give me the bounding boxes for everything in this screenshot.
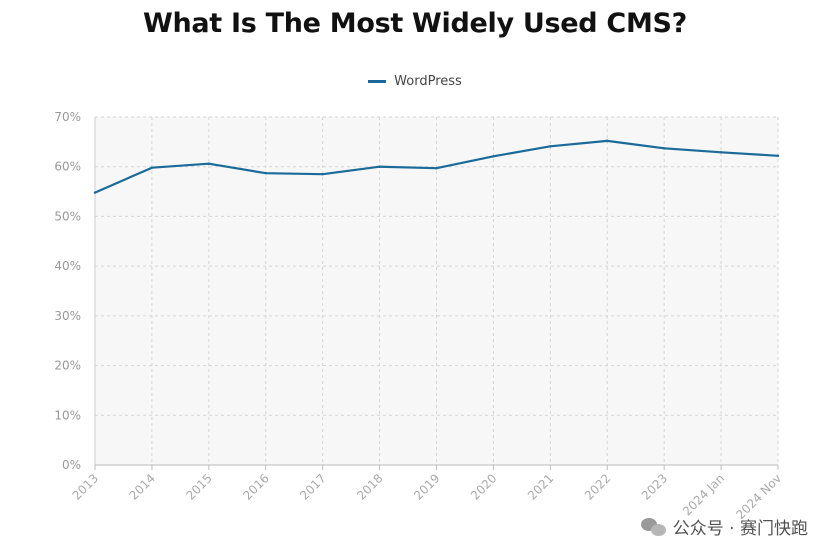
y-tick-label: 50% — [54, 209, 81, 223]
data-point — [93, 191, 97, 194]
data-point — [606, 139, 609, 143]
data-point — [264, 171, 267, 175]
y-tick-label: 20% — [54, 359, 81, 373]
wechat-icon — [640, 516, 667, 538]
watermark-text: 公众号 · 赛门快跑 — [672, 519, 808, 539]
x-tick-label: 2017 — [297, 471, 328, 502]
y-axis-tick-labels: 0% 10% 20% 30% 40% 50% 60% 70% — [54, 110, 81, 472]
x-tick-label: 2022 — [582, 471, 613, 502]
y-tick-label: 0% — [62, 458, 81, 472]
y-tick-label: 30% — [54, 309, 81, 323]
data-point — [719, 151, 723, 154]
data-point — [378, 165, 381, 168]
x-tick-label: 2018 — [354, 471, 385, 502]
data-point — [435, 167, 438, 170]
x-tick-label: 2016 — [240, 471, 271, 502]
data-point — [776, 154, 780, 157]
legend: WordPress — [0, 74, 830, 89]
data-point — [492, 155, 495, 158]
x-tick-label: 2013 — [70, 471, 101, 502]
y-tick-label: 10% — [54, 408, 81, 422]
y-tick-label: 40% — [54, 259, 81, 273]
data-point — [150, 166, 154, 169]
y-tick-label: 60% — [54, 160, 81, 174]
x-tick-label: 2015 — [183, 471, 214, 502]
chart-title: What Is The Most Widely Used CMS? — [142, 8, 688, 39]
x-tick-label: 2014 — [127, 471, 158, 502]
data-point — [207, 162, 211, 165]
watermark: 公众号 · 赛门快跑 — [640, 514, 808, 539]
x-tick-label: 2021 — [525, 471, 556, 502]
x-tick-label: 2020 — [468, 471, 499, 502]
data-point — [662, 147, 666, 150]
data-point — [549, 145, 552, 148]
x-tick-label: 2019 — [411, 471, 442, 502]
x-tick-label: 2024 Jan — [680, 471, 727, 518]
series-group — [93, 139, 780, 194]
y-tick-label: 70% — [54, 110, 81, 124]
x-tick-label: 2023 — [639, 471, 670, 502]
vertical-gridlines — [94, 117, 779, 470]
data-point — [321, 172, 324, 176]
legend-label-wordpress: WordPress — [394, 74, 462, 89]
axes — [94, 117, 778, 466]
legend-swatch-wordpress — [368, 80, 387, 83]
